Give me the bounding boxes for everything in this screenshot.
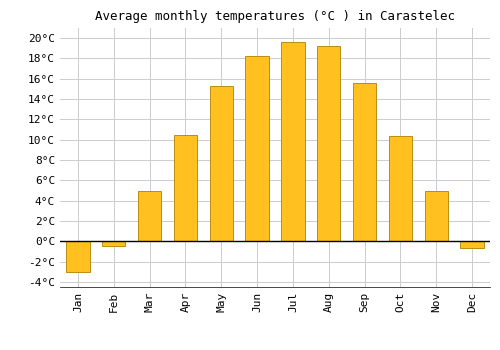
Bar [424, 190, 448, 241]
Bar [174, 135, 197, 241]
Bar [246, 56, 268, 241]
Bar [282, 42, 304, 241]
Bar [66, 241, 90, 272]
Bar [102, 241, 126, 246]
Title: Average monthly temperatures (°C ) in Carastelec: Average monthly temperatures (°C ) in Ca… [95, 10, 455, 23]
Bar [138, 190, 161, 241]
Bar [317, 46, 340, 241]
Bar [389, 136, 412, 241]
Bar [353, 83, 376, 241]
Bar [210, 86, 233, 241]
Bar [460, 241, 483, 248]
